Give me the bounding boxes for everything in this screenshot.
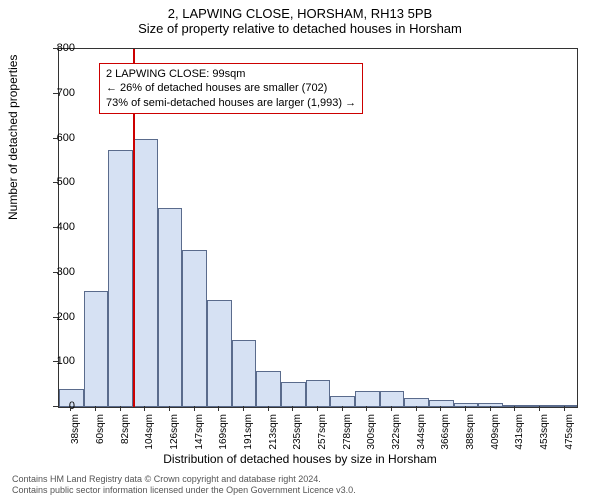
y-tick-label: 200 [57, 311, 75, 323]
histogram-bar [306, 380, 331, 407]
property-info-box: 2 LAPWING CLOSE: 99sqm← 26% of detached … [99, 63, 363, 114]
x-tick-label: 126sqm [169, 414, 180, 454]
y-tick-label: 500 [57, 176, 75, 188]
info-line-2: ← 26% of detached houses are smaller (70… [106, 81, 356, 95]
chart-title-2: Size of property relative to detached ho… [0, 21, 600, 40]
y-tick-label: 400 [57, 221, 75, 233]
x-tick-label: 104sqm [144, 414, 155, 454]
histogram-bar [256, 371, 281, 407]
histogram-bar [133, 139, 158, 407]
x-tick-label: 453sqm [539, 414, 550, 454]
x-tick-label: 60sqm [95, 414, 106, 454]
x-tick-label: 82sqm [120, 414, 131, 454]
histogram-bar [330, 396, 355, 407]
x-tick-label: 322sqm [391, 414, 402, 454]
y-tick-label: 100 [57, 355, 75, 367]
histogram-bar [108, 150, 133, 407]
histogram-bar [281, 382, 306, 407]
y-tick-label: 300 [57, 266, 75, 278]
chart-title-1: 2, LAPWING CLOSE, HORSHAM, RH13 5PB [0, 0, 600, 21]
x-tick-label: 235sqm [292, 414, 303, 454]
plot-area: 2 LAPWING CLOSE: 99sqm← 26% of detached … [58, 48, 578, 408]
x-tick-label: 169sqm [218, 414, 229, 454]
x-tick-label: 388sqm [465, 414, 476, 454]
x-tick-label: 38sqm [70, 414, 81, 454]
x-tick-label: 191sqm [243, 414, 254, 454]
histogram-bar [207, 300, 232, 407]
x-tick-label: 300sqm [366, 414, 377, 454]
footer-line-2: Contains public sector information licen… [12, 485, 356, 496]
histogram-bar [552, 405, 577, 407]
x-tick-label: 147sqm [194, 414, 205, 454]
info-line-1: 2 LAPWING CLOSE: 99sqm [106, 67, 356, 81]
histogram-bar [355, 391, 380, 407]
footer-attribution: Contains HM Land Registry data © Crown c… [12, 474, 356, 496]
footer-line-1: Contains HM Land Registry data © Crown c… [12, 474, 356, 485]
histogram-bar [478, 403, 503, 407]
x-tick-label: 431sqm [514, 414, 525, 454]
y-tick-label: 800 [57, 42, 75, 54]
y-axis-label: Number of detached properties [6, 55, 20, 220]
x-tick-label: 409sqm [490, 414, 501, 454]
y-tick-label: 700 [57, 87, 75, 99]
y-tick-label: 600 [57, 132, 75, 144]
histogram-bar [503, 405, 528, 407]
histogram-bar [84, 291, 109, 407]
histogram-bar [232, 340, 257, 407]
histogram-bar [429, 400, 454, 407]
x-tick-label: 278sqm [342, 414, 353, 454]
histogram-bar [404, 398, 429, 407]
histogram-bar [380, 391, 405, 407]
histogram-bar [158, 208, 183, 407]
info-line-3: 73% of semi-detached houses are larger (… [106, 96, 356, 110]
x-tick-label: 344sqm [416, 414, 427, 454]
x-tick-label: 475sqm [564, 414, 575, 454]
x-axis-label: Distribution of detached houses by size … [0, 452, 600, 466]
histogram-bar [182, 250, 207, 407]
x-tick-label: 257sqm [317, 414, 328, 454]
x-tick-label: 213sqm [268, 414, 279, 454]
x-tick-label: 366sqm [440, 414, 451, 454]
